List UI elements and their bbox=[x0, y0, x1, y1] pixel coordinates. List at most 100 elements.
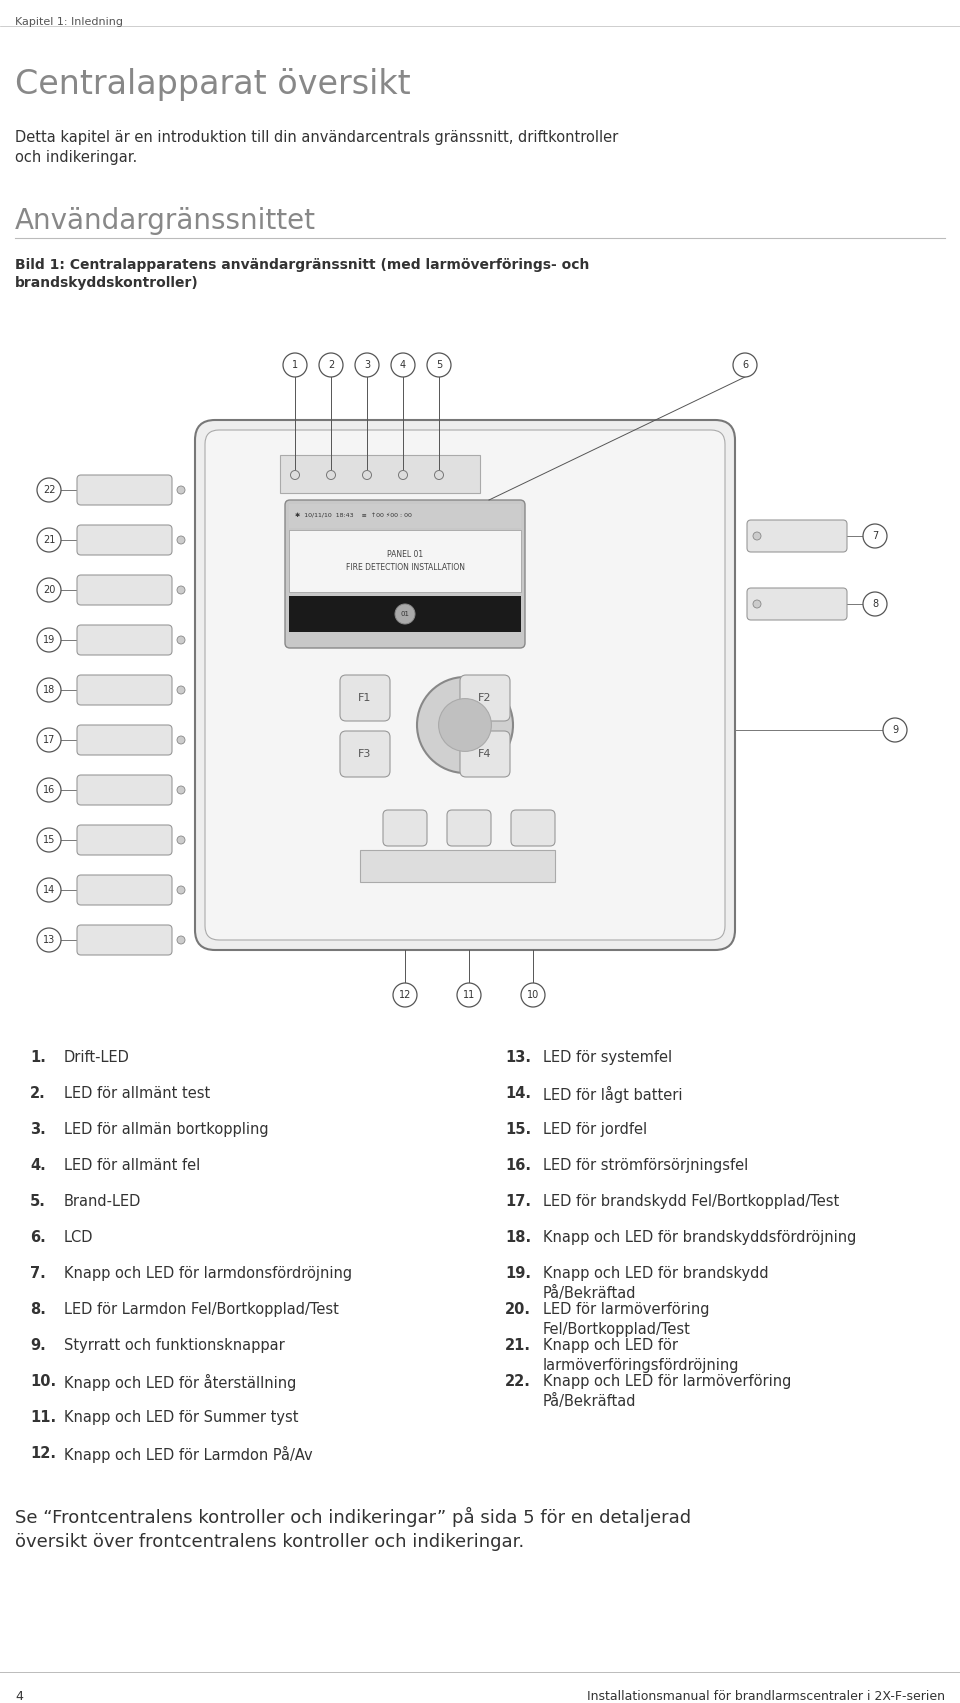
Text: 17.: 17. bbox=[505, 1194, 531, 1209]
Text: 6.: 6. bbox=[30, 1230, 46, 1245]
Bar bbox=[289, 596, 521, 632]
Text: 8.: 8. bbox=[30, 1303, 46, 1316]
Text: Knapp och LED för larmdonsfördröjning: Knapp och LED för larmdonsfördröjning bbox=[64, 1265, 352, 1281]
FancyBboxPatch shape bbox=[77, 576, 172, 605]
FancyBboxPatch shape bbox=[77, 925, 172, 955]
Circle shape bbox=[37, 879, 61, 903]
Text: LED för allmän bortkoppling: LED för allmän bortkoppling bbox=[64, 1122, 269, 1138]
Circle shape bbox=[457, 983, 481, 1006]
Circle shape bbox=[439, 698, 492, 751]
Text: 20.: 20. bbox=[505, 1303, 531, 1316]
Circle shape bbox=[319, 353, 343, 376]
Text: Se “Frontcentralens kontroller och indikeringar” på sida 5 för en detaljerad
öve: Se “Frontcentralens kontroller och indik… bbox=[15, 1507, 691, 1551]
Text: Användargränssnittet: Användargränssnittet bbox=[15, 208, 316, 235]
Circle shape bbox=[391, 353, 415, 376]
Circle shape bbox=[177, 886, 185, 894]
Text: Knapp och LED för
larmöverföringsfördröjning: Knapp och LED för larmöverföringsfördröj… bbox=[543, 1339, 739, 1373]
Text: F3: F3 bbox=[358, 749, 372, 760]
Text: LED för allmänt fel: LED för allmänt fel bbox=[64, 1158, 201, 1173]
Text: 13: 13 bbox=[43, 935, 55, 945]
Circle shape bbox=[395, 605, 415, 623]
Circle shape bbox=[733, 353, 757, 376]
FancyBboxPatch shape bbox=[77, 475, 172, 506]
Circle shape bbox=[177, 836, 185, 845]
Text: Drift-LED: Drift-LED bbox=[64, 1051, 130, 1064]
Text: Styrratt och funktionsknappar: Styrratt och funktionsknappar bbox=[64, 1339, 285, 1352]
Text: 12.: 12. bbox=[30, 1446, 56, 1461]
Circle shape bbox=[37, 678, 61, 702]
Text: 21: 21 bbox=[43, 535, 55, 545]
Circle shape bbox=[427, 353, 451, 376]
Circle shape bbox=[863, 525, 887, 548]
Text: 14.: 14. bbox=[505, 1087, 531, 1102]
Text: Brand-LED: Brand-LED bbox=[64, 1194, 141, 1209]
Circle shape bbox=[37, 528, 61, 552]
FancyBboxPatch shape bbox=[511, 811, 555, 846]
Text: 11.: 11. bbox=[30, 1410, 56, 1425]
Text: Installationsmanual för brandlarmscentraler i 2X-F-serien: Installationsmanual för brandlarmscentra… bbox=[587, 1689, 945, 1703]
Text: Knapp och LED för brandskydd
På/Bekräftad: Knapp och LED för brandskydd På/Bekräfta… bbox=[543, 1265, 769, 1301]
Circle shape bbox=[177, 485, 185, 494]
Circle shape bbox=[37, 828, 61, 852]
FancyBboxPatch shape bbox=[747, 519, 847, 552]
FancyBboxPatch shape bbox=[77, 625, 172, 656]
Text: LED för lågt batteri: LED för lågt batteri bbox=[543, 1087, 683, 1104]
Circle shape bbox=[291, 470, 300, 480]
Bar bbox=[360, 850, 555, 882]
FancyBboxPatch shape bbox=[340, 731, 390, 777]
Circle shape bbox=[37, 928, 61, 952]
Circle shape bbox=[521, 983, 545, 1006]
FancyBboxPatch shape bbox=[77, 674, 172, 705]
Text: LED för brandskydd Fel/Bortkopplad/Test: LED för brandskydd Fel/Bortkopplad/Test bbox=[543, 1194, 839, 1209]
FancyBboxPatch shape bbox=[77, 824, 172, 855]
FancyBboxPatch shape bbox=[447, 811, 491, 846]
Text: 6: 6 bbox=[742, 359, 748, 370]
Circle shape bbox=[283, 353, 307, 376]
Text: Centralapparat översikt: Centralapparat översikt bbox=[15, 68, 411, 100]
Text: 16.: 16. bbox=[505, 1158, 531, 1173]
Circle shape bbox=[363, 470, 372, 480]
Text: 3: 3 bbox=[364, 359, 370, 370]
Text: 1.: 1. bbox=[30, 1051, 46, 1064]
Text: LED för allmänt test: LED för allmänt test bbox=[64, 1087, 210, 1102]
Text: 21.: 21. bbox=[505, 1339, 531, 1352]
Text: 22: 22 bbox=[43, 485, 56, 496]
Circle shape bbox=[177, 937, 185, 943]
Text: LCD: LCD bbox=[64, 1230, 93, 1245]
Text: 15: 15 bbox=[43, 834, 55, 845]
Text: 12: 12 bbox=[398, 989, 411, 1000]
Text: 9.: 9. bbox=[30, 1339, 46, 1352]
Bar bbox=[289, 504, 521, 528]
Text: 8: 8 bbox=[872, 599, 878, 610]
FancyBboxPatch shape bbox=[285, 501, 525, 649]
Text: 13.: 13. bbox=[505, 1051, 531, 1064]
Text: 19: 19 bbox=[43, 635, 55, 645]
Text: F4: F4 bbox=[478, 749, 492, 760]
Circle shape bbox=[37, 778, 61, 802]
Text: 17: 17 bbox=[43, 736, 55, 744]
Text: 18.: 18. bbox=[505, 1230, 531, 1245]
Circle shape bbox=[177, 586, 185, 594]
Text: 9: 9 bbox=[892, 725, 898, 736]
Circle shape bbox=[355, 353, 379, 376]
FancyBboxPatch shape bbox=[383, 811, 427, 846]
Text: Kapitel 1: Inledning: Kapitel 1: Inledning bbox=[15, 17, 123, 27]
Text: 4: 4 bbox=[15, 1689, 23, 1703]
Text: 4.: 4. bbox=[30, 1158, 46, 1173]
Text: LED för Larmdon Fel/Bortkopplad/Test: LED för Larmdon Fel/Bortkopplad/Test bbox=[64, 1303, 339, 1316]
Circle shape bbox=[398, 470, 407, 480]
Bar bbox=[280, 455, 480, 492]
Text: 18: 18 bbox=[43, 685, 55, 695]
Text: LED för jordfel: LED för jordfel bbox=[543, 1122, 647, 1138]
Circle shape bbox=[435, 470, 444, 480]
Text: 16: 16 bbox=[43, 785, 55, 795]
Text: 10.: 10. bbox=[30, 1374, 56, 1390]
Circle shape bbox=[326, 470, 335, 480]
FancyBboxPatch shape bbox=[460, 674, 510, 720]
Text: 4: 4 bbox=[400, 359, 406, 370]
Text: 22.: 22. bbox=[505, 1374, 531, 1390]
FancyBboxPatch shape bbox=[77, 875, 172, 904]
Circle shape bbox=[177, 686, 185, 695]
Text: Knapp och LED för larmöverföring
På/Bekräftad: Knapp och LED för larmöverföring På/Bekr… bbox=[543, 1374, 791, 1408]
Text: 11: 11 bbox=[463, 989, 475, 1000]
